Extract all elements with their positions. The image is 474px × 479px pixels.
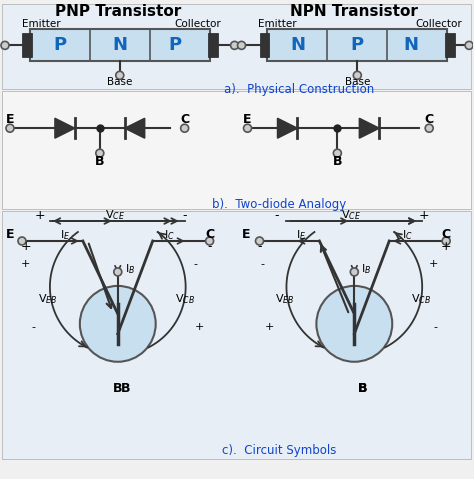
- Text: V$_{CE}$: V$_{CE}$: [105, 208, 125, 222]
- Circle shape: [230, 41, 238, 49]
- Text: N: N: [112, 36, 128, 55]
- Bar: [208, 34, 218, 57]
- Text: I$_B$: I$_B$: [361, 262, 372, 276]
- Text: E: E: [243, 113, 252, 125]
- Text: I$_B$: I$_B$: [125, 262, 135, 276]
- Text: B: B: [357, 382, 367, 395]
- FancyBboxPatch shape: [30, 29, 210, 61]
- Circle shape: [316, 286, 392, 362]
- Circle shape: [425, 124, 433, 132]
- Text: I$_C$: I$_C$: [402, 228, 412, 242]
- Text: +: +: [35, 208, 45, 222]
- Text: E: E: [6, 113, 14, 125]
- Text: B: B: [113, 382, 122, 395]
- Circle shape: [237, 41, 246, 49]
- Bar: [22, 34, 32, 57]
- Polygon shape: [125, 118, 145, 138]
- Circle shape: [181, 124, 189, 132]
- Text: B: B: [357, 382, 367, 395]
- Text: V$_{EB}$: V$_{EB}$: [38, 292, 58, 306]
- Circle shape: [96, 149, 104, 157]
- Text: Base: Base: [345, 77, 370, 87]
- Bar: [2, 91, 471, 209]
- Text: NPN Transistor: NPN Transistor: [291, 4, 418, 19]
- FancyBboxPatch shape: [267, 29, 447, 61]
- Circle shape: [442, 237, 450, 245]
- Text: -: -: [193, 259, 198, 269]
- Text: N: N: [404, 36, 419, 55]
- Text: E: E: [6, 228, 14, 240]
- Text: +: +: [195, 322, 204, 332]
- Text: V$_{CB}$: V$_{CB}$: [174, 292, 195, 306]
- Text: +: +: [21, 259, 31, 269]
- Text: +: +: [265, 322, 274, 332]
- Text: I$_C$: I$_C$: [164, 228, 175, 242]
- Circle shape: [80, 286, 155, 362]
- Text: -: -: [182, 208, 187, 222]
- Text: Emitter: Emitter: [257, 20, 296, 29]
- Text: -: -: [32, 322, 36, 332]
- Circle shape: [6, 124, 14, 132]
- Text: N: N: [290, 36, 305, 55]
- Text: Collector: Collector: [415, 20, 462, 29]
- Bar: [445, 34, 455, 57]
- Bar: [2, 211, 471, 458]
- Text: +: +: [441, 240, 451, 253]
- Circle shape: [1, 41, 9, 49]
- Text: B: B: [95, 155, 105, 168]
- Text: V$_{EB}$: V$_{EB}$: [275, 292, 294, 306]
- Text: Collector: Collector: [174, 20, 221, 29]
- Bar: [2, 4, 471, 89]
- Text: a).  Physical Construction: a). Physical Construction: [224, 83, 374, 96]
- Circle shape: [244, 124, 252, 132]
- Polygon shape: [359, 118, 379, 138]
- Circle shape: [353, 71, 361, 80]
- Text: I$_E$: I$_E$: [296, 228, 307, 242]
- Circle shape: [18, 237, 26, 245]
- Circle shape: [333, 149, 341, 157]
- Text: V$_{CB}$: V$_{CB}$: [411, 292, 431, 306]
- Text: P: P: [351, 36, 364, 55]
- Text: C: C: [180, 113, 189, 125]
- Text: B: B: [333, 155, 342, 168]
- Text: +: +: [21, 240, 31, 253]
- Text: b).  Two-diode Analogy: b). Two-diode Analogy: [212, 197, 346, 211]
- Circle shape: [116, 71, 124, 80]
- Text: +: +: [428, 259, 438, 269]
- Text: Emitter: Emitter: [22, 20, 61, 29]
- Text: Base: Base: [107, 77, 132, 87]
- Text: B: B: [121, 382, 130, 395]
- Text: V$_{CE}$: V$_{CE}$: [341, 208, 361, 222]
- Polygon shape: [277, 118, 297, 138]
- Text: P: P: [53, 36, 66, 55]
- Text: C: C: [442, 228, 451, 240]
- Text: P: P: [168, 36, 181, 55]
- Text: c).  Circuit Symbols: c). Circuit Symbols: [222, 444, 337, 457]
- Text: -: -: [274, 208, 279, 222]
- Text: C: C: [425, 113, 434, 125]
- Text: -: -: [261, 259, 264, 269]
- Circle shape: [350, 268, 358, 276]
- Text: -: -: [207, 240, 212, 253]
- Text: PNP Transistor: PNP Transistor: [55, 4, 181, 19]
- Text: E: E: [242, 228, 251, 240]
- Text: -: -: [257, 240, 262, 253]
- Circle shape: [465, 41, 473, 49]
- Text: C: C: [205, 228, 214, 240]
- Text: -: -: [433, 322, 437, 332]
- Circle shape: [255, 237, 264, 245]
- Polygon shape: [55, 118, 75, 138]
- Text: I$_E$: I$_E$: [60, 228, 70, 242]
- Bar: [259, 34, 270, 57]
- Text: +: +: [419, 208, 429, 222]
- Circle shape: [114, 268, 122, 276]
- Circle shape: [206, 237, 214, 245]
